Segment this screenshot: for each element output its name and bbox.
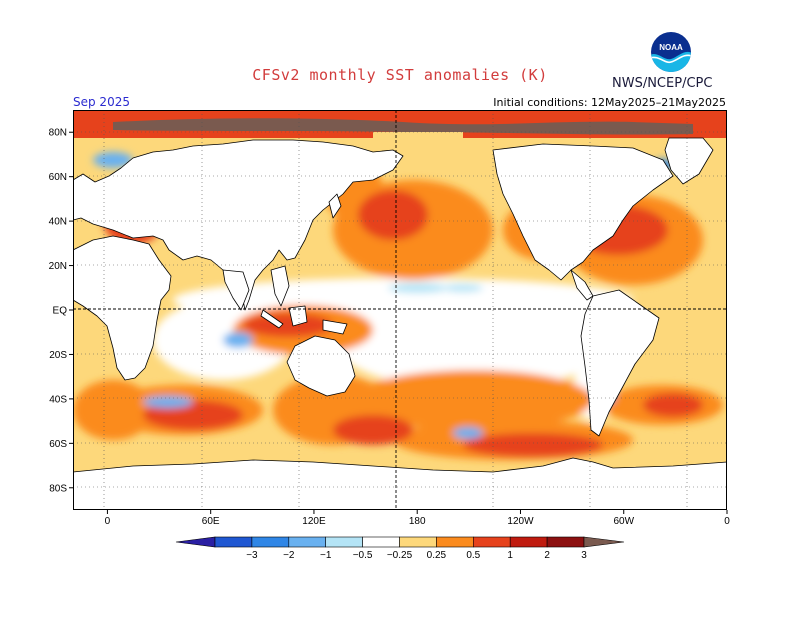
land-borneo [288, 305, 308, 327]
anomaly-field [73, 152, 723, 460]
land-north-america [492, 143, 674, 281]
season-label: Sep 2025 [73, 95, 130, 109]
colorbar-tick-label: −1 [320, 550, 332, 561]
land-antarctica [73, 457, 727, 510]
lat-label: 80S [49, 483, 67, 494]
lon-label: 180 [409, 516, 426, 527]
colorbar-low-arrow [175, 536, 216, 548]
colorbar-bin [214, 536, 253, 548]
colorbar-high-arrow [583, 536, 625, 548]
lat-label: 60N [49, 172, 67, 183]
lat-label: 40N [49, 217, 67, 228]
land-africa [73, 235, 172, 381]
colorbar-tick-label: −2 [283, 550, 295, 561]
colorbar-bin [362, 536, 400, 548]
lon-label: 0 [105, 516, 111, 527]
land-sumatra [260, 309, 284, 329]
colorbar-tick-label: 2 [544, 550, 550, 561]
lat-lon-grid [73, 110, 727, 510]
credit-text: NWS/NCEP/CPC [612, 76, 713, 91]
land-newguinea [322, 319, 348, 335]
colorbar-bin [546, 536, 585, 548]
land-india [222, 269, 250, 311]
lat-label: 20N [49, 261, 67, 272]
initial-conditions: Initial conditions: 12May2025–21May2025 [493, 96, 726, 109]
land-indochina [270, 265, 290, 307]
arctic-strong-band [113, 118, 693, 135]
colorbar-bin [251, 536, 290, 548]
lat-label: 80N [49, 128, 67, 139]
colorbar-bin [509, 536, 548, 548]
colorbar-tick-label: −0.5 [353, 550, 373, 561]
lat-label: 20S [49, 350, 67, 361]
lon-label: 60W [613, 516, 634, 527]
logo-text: NOAA [659, 43, 683, 52]
noaa-logo: NOAA [651, 32, 691, 72]
continents [73, 137, 727, 510]
colorbar-bin [325, 536, 363, 548]
map-title: CFSv2 monthly SST anomalies (K) [252, 66, 548, 84]
lon-label: 0 [724, 516, 730, 527]
equator-dateline [73, 110, 727, 510]
lon-label: 60E [202, 516, 220, 527]
colorbar-tick-label: 1 [507, 550, 513, 561]
colorbar-bin [472, 536, 511, 548]
arctic-yellow [373, 132, 463, 138]
lat-label: EQ [53, 306, 68, 317]
land-eurasia [73, 139, 404, 311]
sst-anomaly-map [73, 110, 727, 510]
colorbar-tick-label: 3 [581, 550, 587, 561]
colorbar-bin [288, 536, 326, 548]
colorbar-tick-label: −3 [246, 550, 258, 561]
colorbar-bin [436, 536, 474, 548]
lat-label: 60S [49, 439, 67, 450]
colorbar-tick-label: −0.25 [387, 550, 413, 561]
colorbar-bin [399, 536, 437, 548]
land-australia [286, 335, 356, 397]
lon-label: 120E [302, 516, 326, 527]
lon-label: 120W [507, 516, 534, 527]
map-frame [73, 110, 727, 510]
colorbar-tick-label: 0.25 [427, 550, 447, 561]
colorbar-tick-label: 0.5 [466, 550, 480, 561]
land-greenland [664, 137, 714, 185]
land-japan [328, 193, 342, 219]
lat-label: 40S [49, 394, 67, 405]
